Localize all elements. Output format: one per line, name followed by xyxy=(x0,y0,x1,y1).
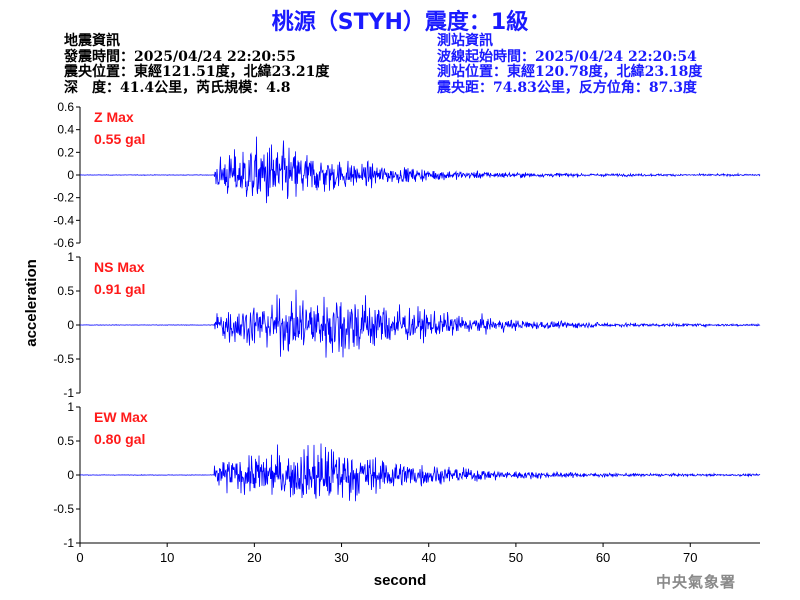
y-tick-label: -0.4 xyxy=(53,213,74,227)
y-tick-label: 0.2 xyxy=(57,145,74,159)
x-tick-label: 0 xyxy=(76,550,83,565)
y-axis-label: acceleration xyxy=(23,259,40,347)
y-tick-label: 1 xyxy=(67,400,74,414)
x-tick-label: 50 xyxy=(509,550,523,565)
peak-value-z: 0.55 gal xyxy=(94,131,145,147)
x-tick-label: 20 xyxy=(247,550,261,565)
peak-label-ew: EW Max xyxy=(94,409,148,425)
y-tick-label: 0.5 xyxy=(57,434,74,448)
x-tick-label: 60 xyxy=(596,550,610,565)
epicentral-distance: 震央距：74.83公里，反方位角：87.3度 xyxy=(437,79,697,96)
station-info-block: 測站資訊 波線起始時間：2025/04/24 22:20:54 測站位置：東經1… xyxy=(437,34,702,96)
quake-info-block: 地震資訊 發震時間：2025/04/24 22:20:55 震央位置：東經121… xyxy=(64,34,329,96)
epicenter-location: 震央位置：東經121.51度，北緯23.21度 xyxy=(64,64,330,80)
y-tick-label: 0 xyxy=(67,468,74,482)
y-tick-label: -0.2 xyxy=(53,191,74,205)
y-tick-label: -1 xyxy=(63,536,74,550)
y-tick-label: 0 xyxy=(67,318,74,332)
waveform-ew xyxy=(80,443,761,502)
y-tick-label: 0 xyxy=(67,168,74,182)
wave-start-time: 波線起始時間：2025/04/24 22:20:54 xyxy=(437,48,697,65)
x-tick-label: 70 xyxy=(683,550,697,565)
x-tick-label: 10 xyxy=(160,550,174,565)
waveform-ns xyxy=(79,289,761,358)
chart-title: 桃源（STYH）震度：1級 xyxy=(271,10,529,35)
depth-magnitude: 深 度：41.4公里，芮氏規模：4.8 xyxy=(64,79,291,96)
origin-time: 發震時間：2025/04/24 22:20:55 xyxy=(64,48,296,65)
peak-value-ns: 0.91 gal xyxy=(94,281,145,297)
y-tick-label: -0.6 xyxy=(53,236,74,250)
y-tick-label: 0.4 xyxy=(57,123,74,137)
x-tick-label: 30 xyxy=(334,550,348,565)
peak-label-z: Z Max xyxy=(94,109,134,125)
y-tick-label: -1 xyxy=(63,386,74,400)
x-axis-label: second xyxy=(374,572,427,589)
waveform-z xyxy=(80,136,761,204)
y-tick-label: -0.5 xyxy=(53,352,74,366)
peak-label-ns: NS Max xyxy=(94,259,145,275)
y-tick-label: 1 xyxy=(67,250,74,264)
quake-info-heading: 地震資訊 xyxy=(64,33,120,49)
y-tick-label: 0.5 xyxy=(57,284,74,298)
y-tick-label: -0.5 xyxy=(53,502,74,516)
x-tick-label: 40 xyxy=(421,550,435,565)
station-info-heading: 測站資訊 xyxy=(437,33,493,49)
y-tick-label: 0.6 xyxy=(57,100,74,114)
station-location: 測站位置：東經120.78度，北緯23.18度 xyxy=(437,64,703,80)
peak-value-ew: 0.80 gal xyxy=(94,431,145,447)
cwa-watermark: 中央氣象署 xyxy=(656,573,737,591)
